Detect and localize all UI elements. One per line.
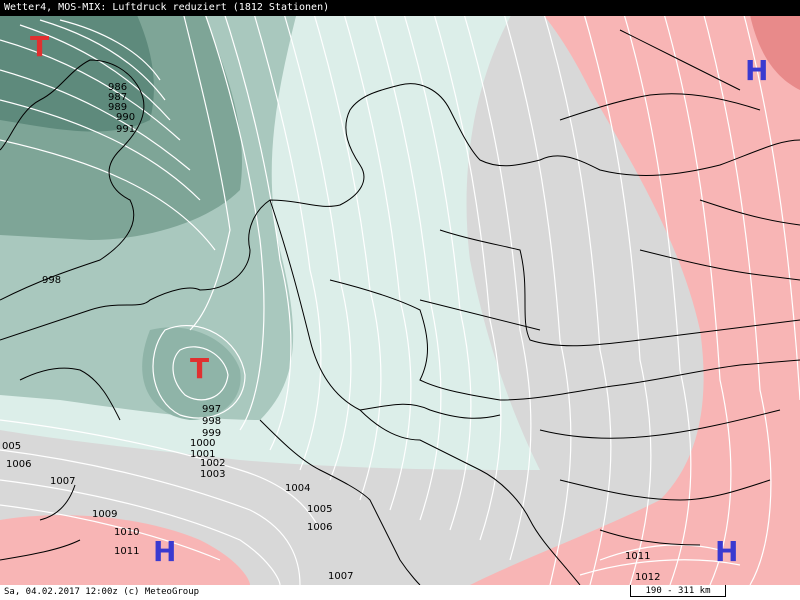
high-center-marker-southwest: H [153, 535, 176, 568]
isobar-label: 1000 [190, 438, 215, 449]
isobar-label: 998 [42, 275, 61, 286]
isobar-label: 1011 [114, 546, 139, 557]
low-center-marker-northwest: T [30, 30, 49, 63]
low-pressure-core [0, 0, 154, 132]
high-center-marker-northeast: H [745, 54, 768, 87]
map-title: Wetter4, MOS-MIX: Luftdruck reduziert (1… [0, 0, 800, 16]
isobar-labels: 986 987 989 990 991 998 997 998 999 1000… [2, 82, 660, 583]
isobar-label: 986 [108, 82, 127, 93]
isobar-label: 1010 [114, 527, 139, 538]
isobar-label: 1004 [285, 483, 310, 494]
isobar-label: 987 [108, 92, 127, 103]
high-pressure-region-east [470, 0, 800, 585]
scale-bar: 190 - 311 km [630, 585, 726, 597]
isobar-label: 1007 [328, 571, 353, 582]
isobar-label: 1009 [92, 509, 117, 520]
isobar-label: 997 [202, 404, 221, 415]
isobar-label: 989 [108, 102, 127, 113]
high-pressure-region-southwest [0, 515, 250, 585]
coastlines-borders [0, 29, 800, 586]
high-center-marker-southeast: H [715, 535, 738, 568]
high-pressure-core-ne [750, 15, 800, 90]
isobar-label: 1003 [200, 469, 225, 480]
isobar-label: 1012 [635, 572, 660, 583]
isobar-label: 999 [202, 428, 221, 439]
isobar-label: 991 [116, 124, 135, 135]
isobar-label: 1001 [190, 449, 215, 460]
isobar-label: 990 [116, 112, 135, 123]
low-center-marker-france: T [190, 352, 209, 385]
isobar-label: 1002 [200, 458, 225, 469]
low-pressure-core-france [142, 327, 241, 420]
isobar-label: 1006 [307, 522, 332, 533]
isobar-label: 1011 [625, 551, 650, 562]
isobar-label: 1007 [50, 476, 75, 487]
timestamp-footer: Sa, 04.02.2017 12:00z (c) MeteoGroup [0, 585, 800, 600]
isobar-label: 005 [2, 441, 21, 452]
isobar-label: 1006 [6, 459, 31, 470]
isobar-label: 998 [202, 416, 221, 427]
isobar-label: 1005 [307, 504, 332, 515]
